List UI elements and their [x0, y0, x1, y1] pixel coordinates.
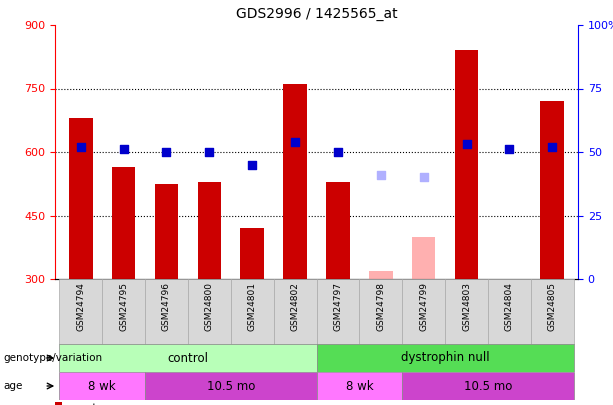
FancyBboxPatch shape	[59, 372, 145, 400]
Point	[419, 174, 428, 181]
Point	[462, 141, 471, 147]
FancyBboxPatch shape	[273, 279, 316, 344]
FancyBboxPatch shape	[531, 279, 574, 344]
Title: GDS2996 / 1425565_at: GDS2996 / 1425565_at	[235, 7, 397, 21]
FancyBboxPatch shape	[316, 279, 359, 344]
FancyBboxPatch shape	[445, 279, 488, 344]
Text: 8 wk: 8 wk	[346, 379, 373, 392]
Bar	[197, 181, 221, 279]
Text: dystrophin null: dystrophin null	[401, 352, 489, 365]
Bar	[369, 271, 392, 279]
FancyBboxPatch shape	[145, 279, 188, 344]
FancyBboxPatch shape	[316, 344, 574, 372]
Text: GSM24794: GSM24794	[76, 282, 85, 331]
Text: GSM24803: GSM24803	[462, 282, 471, 331]
Text: count: count	[67, 403, 97, 405]
Text: age: age	[3, 381, 23, 391]
Text: 10.5 mo: 10.5 mo	[207, 379, 255, 392]
Text: genotype/variation: genotype/variation	[3, 353, 102, 363]
Text: 8 wk: 8 wk	[88, 379, 116, 392]
FancyBboxPatch shape	[316, 372, 402, 400]
Point	[204, 149, 214, 155]
FancyBboxPatch shape	[188, 279, 230, 344]
Text: GSM24796: GSM24796	[162, 282, 171, 331]
FancyBboxPatch shape	[102, 279, 145, 344]
Text: GSM24800: GSM24800	[205, 282, 214, 331]
Point	[333, 149, 343, 155]
Bar	[154, 184, 178, 279]
FancyBboxPatch shape	[230, 279, 273, 344]
FancyBboxPatch shape	[402, 279, 445, 344]
Point	[376, 172, 386, 178]
Text: GSM24797: GSM24797	[333, 282, 343, 331]
Bar	[69, 118, 93, 279]
Bar	[541, 101, 564, 279]
Bar	[455, 50, 478, 279]
Point	[547, 144, 557, 150]
FancyBboxPatch shape	[488, 279, 531, 344]
Text: GSM24801: GSM24801	[248, 282, 257, 331]
Point	[504, 146, 514, 153]
Point	[247, 162, 257, 168]
Text: GSM24798: GSM24798	[376, 282, 386, 331]
FancyBboxPatch shape	[145, 372, 316, 400]
Text: GSM24802: GSM24802	[291, 282, 300, 331]
FancyBboxPatch shape	[59, 344, 316, 372]
Point	[119, 146, 129, 153]
Text: control: control	[167, 352, 208, 365]
Bar	[240, 228, 264, 279]
FancyBboxPatch shape	[59, 279, 102, 344]
Point	[162, 149, 172, 155]
Point	[76, 144, 86, 150]
Bar	[326, 181, 350, 279]
FancyBboxPatch shape	[402, 372, 574, 400]
Text: GSM24795: GSM24795	[119, 282, 128, 331]
Point	[290, 139, 300, 145]
Bar	[112, 167, 135, 279]
Text: GSM24805: GSM24805	[548, 282, 557, 331]
Text: GSM24804: GSM24804	[505, 282, 514, 331]
Text: GSM24799: GSM24799	[419, 282, 428, 331]
FancyBboxPatch shape	[359, 279, 402, 344]
Bar	[283, 84, 307, 279]
Text: 10.5 mo: 10.5 mo	[464, 379, 512, 392]
Bar	[412, 237, 435, 279]
